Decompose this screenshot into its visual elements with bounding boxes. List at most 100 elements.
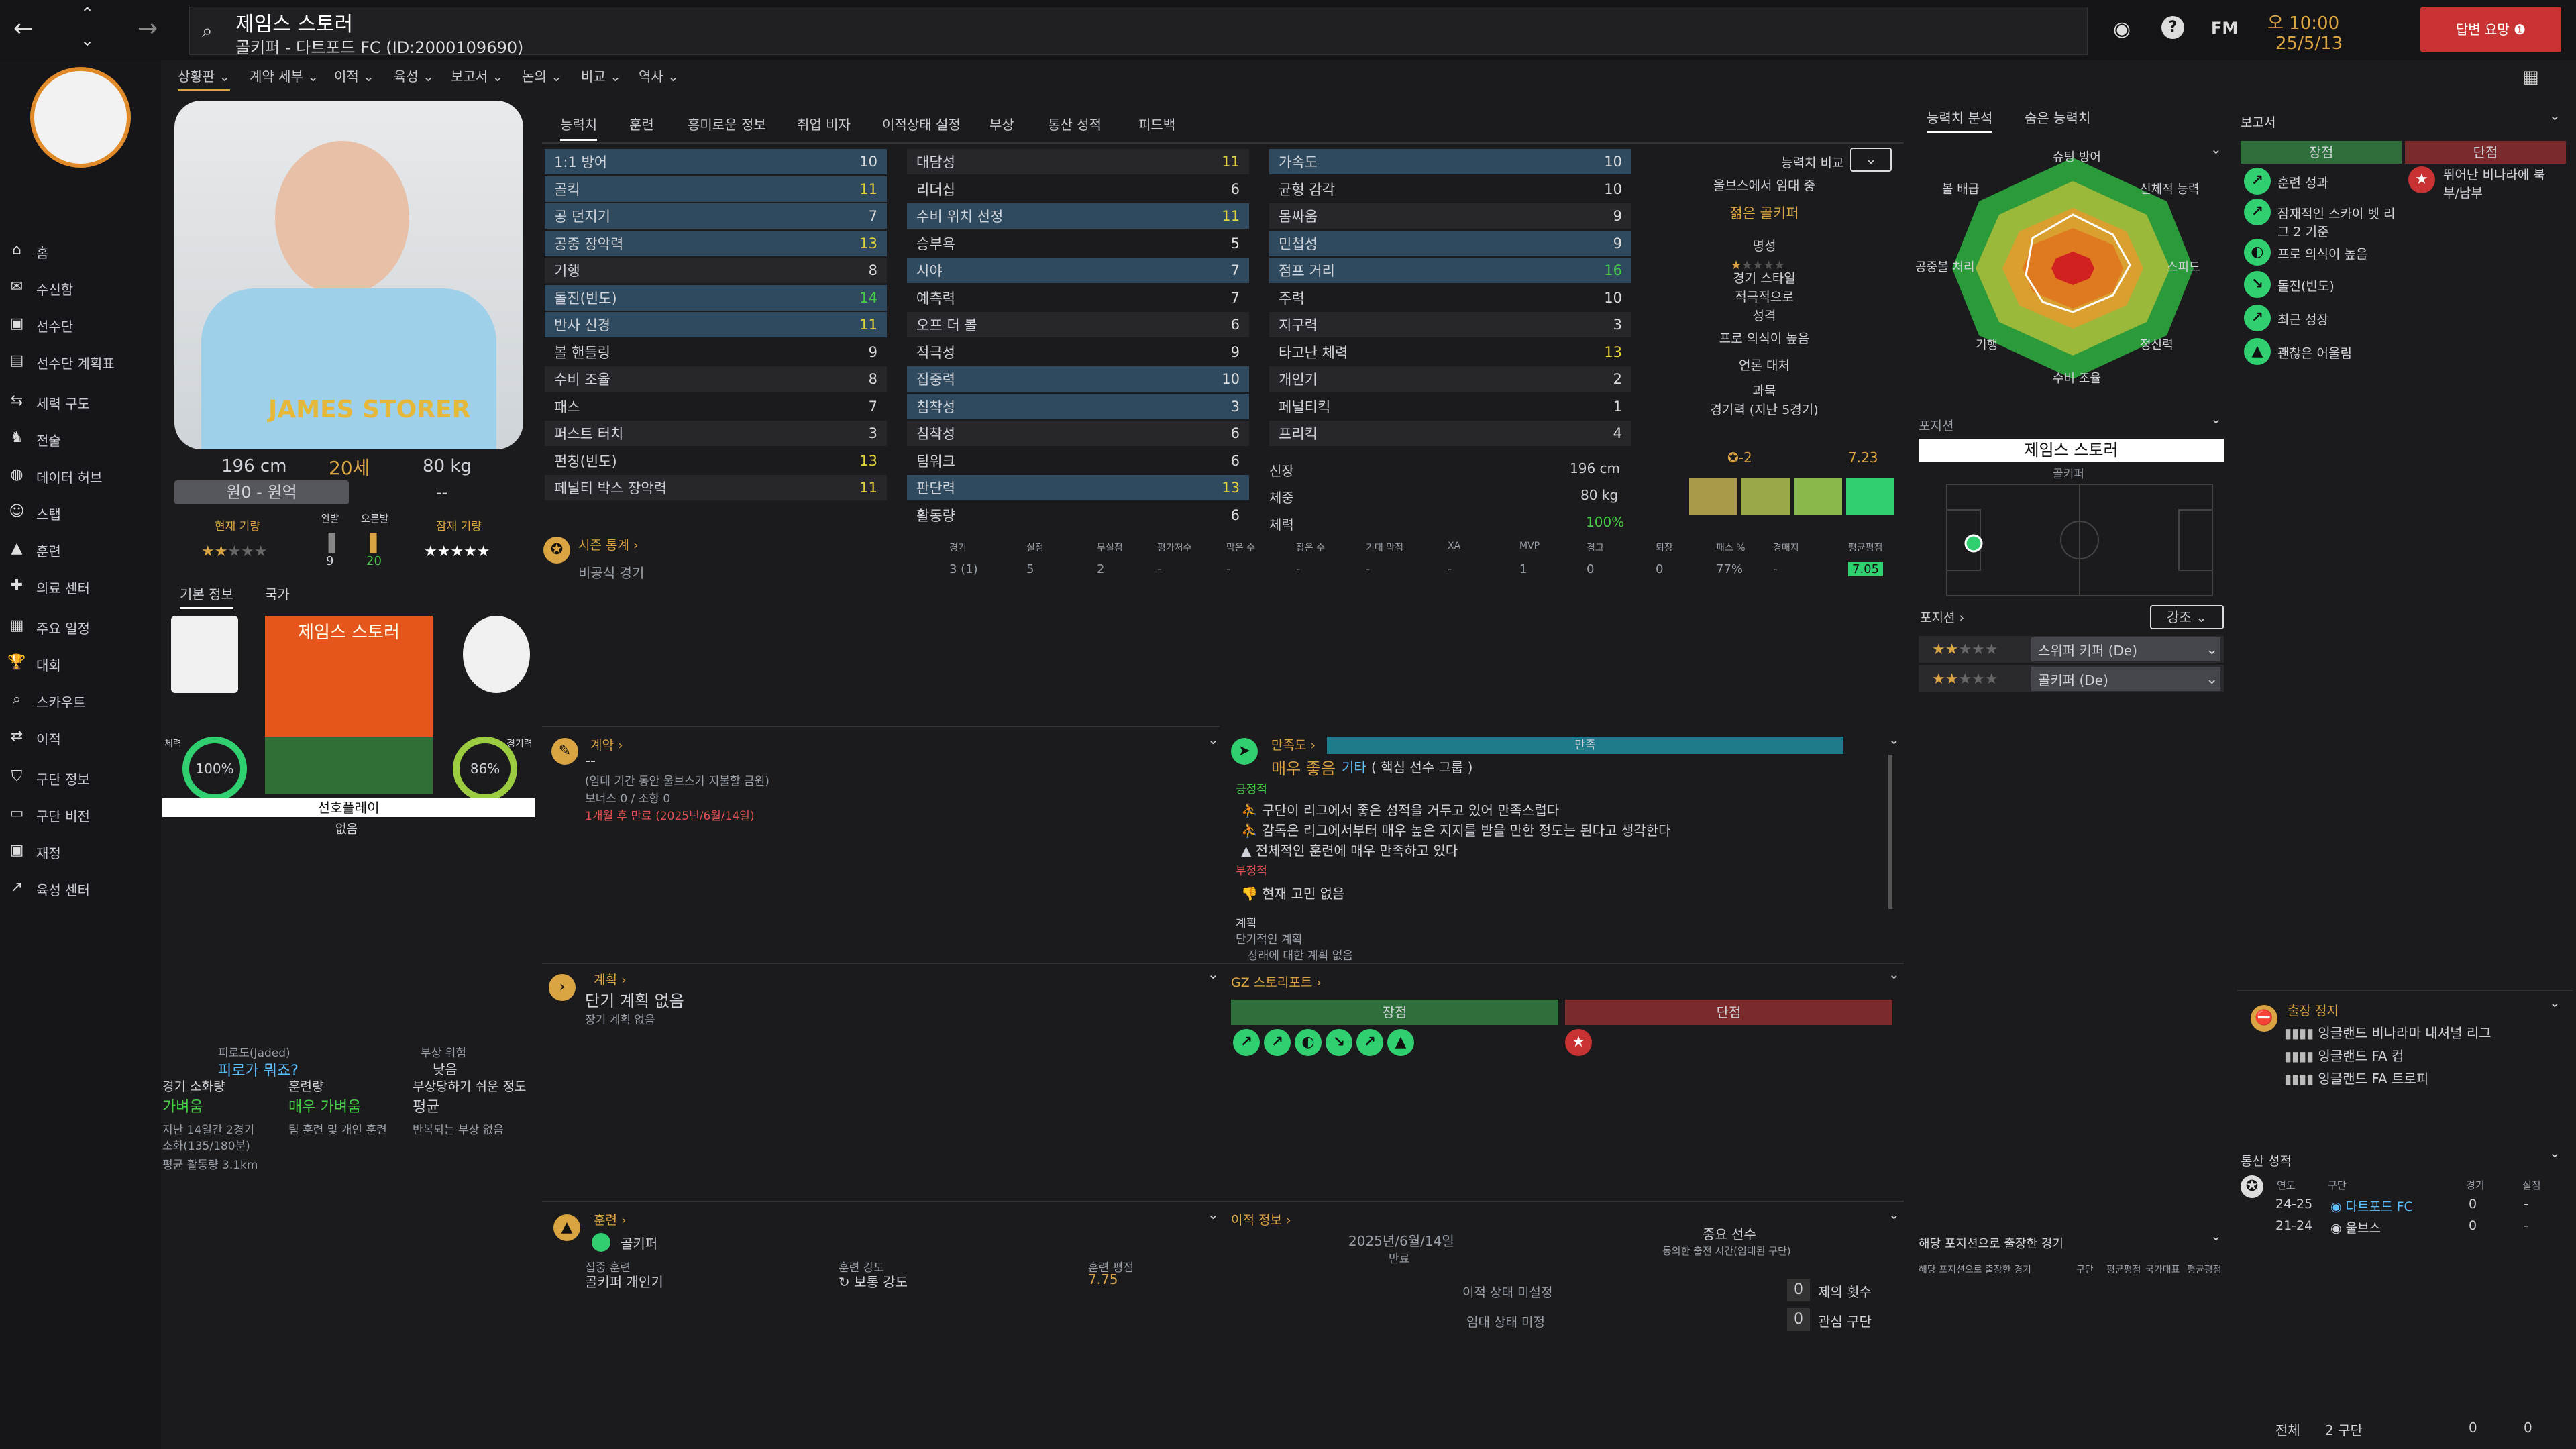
contract-dropdown-icon[interactable]: ⌄ xyxy=(1208,731,1219,747)
attr-row-attrs3-7[interactable]: 타고난 체력 13 xyxy=(1269,339,1631,365)
attr-row-attrs2-9[interactable]: 침착성 3 xyxy=(907,393,1249,419)
transfer-dropdown-icon[interactable]: ⌄ xyxy=(1888,1206,1900,1222)
attr-tab-1[interactable]: 훈련 xyxy=(629,117,654,133)
attr-row-attrs1-3[interactable]: 공중 장악력 13 xyxy=(545,230,887,256)
attr-row-attrs2-0[interactable]: 대담성 11 xyxy=(907,149,1249,174)
sidebar-item-7[interactable]: ☺ 스탭 xyxy=(7,496,61,530)
attr-row-attrs2-11[interactable]: 팀워크 6 xyxy=(907,448,1249,474)
career-club-0[interactable]: ◉ 다트포드 FC xyxy=(2330,1199,2413,1214)
attr-row-attrs1-8[interactable]: 수비 조율 8 xyxy=(545,366,887,392)
continue-button[interactable]: 답변 요망 ❶ xyxy=(2420,7,2561,52)
attr-row-attrs2-6[interactable]: 오프 더 볼 6 xyxy=(907,312,1249,337)
sidebar-item-8[interactable]: ▲ 훈련 xyxy=(7,533,61,567)
attr-row-attrs3-1[interactable]: 균형 감각 10 xyxy=(1269,176,1631,202)
attr-row-attrs3-5[interactable]: 주력 10 xyxy=(1269,285,1631,311)
sidebar-item-12[interactable]: ⌕ 스카우트 xyxy=(7,684,86,718)
sidebar-item-10[interactable]: ▦ 주요 일정 xyxy=(7,610,90,644)
attr-row-attrs3-9[interactable]: 페널티킥 1 xyxy=(1269,394,1631,419)
attr-row-attrs2-1[interactable]: 리더십 6 xyxy=(907,176,1249,202)
search-bar[interactable]: ⌕ 제임스 스토러 골키퍼 - 다트포드 FC (ID:2000109690) xyxy=(189,7,2088,57)
attr-row-attrs1-2[interactable]: 공 던지기 7 xyxy=(545,203,887,229)
attr-row-attrs2-10[interactable]: 침착성 6 xyxy=(907,421,1249,446)
sidebar-item-14[interactable]: ⛉ 구단 정보 xyxy=(7,761,90,795)
contract-title[interactable]: 계약 › xyxy=(590,738,623,753)
training-title[interactable]: 훈련 › xyxy=(594,1213,627,1228)
globe-icon[interactable]: ◉ xyxy=(2113,17,2131,41)
menu-1[interactable]: 계약 세부 ⌄ xyxy=(250,68,319,85)
attr-row-attrs1-5[interactable]: 돌진(빈도) 14 xyxy=(545,284,887,311)
sidebar-item-9[interactable]: ✚ 의료 센터 xyxy=(7,570,90,604)
season-title[interactable]: 시즌 통계 › xyxy=(578,538,639,553)
tab-nation[interactable]: 국가 xyxy=(265,586,290,602)
menu-7[interactable]: 역사 ⌄ xyxy=(639,68,679,85)
transfer-title[interactable]: 이적 정보 › xyxy=(1231,1213,1291,1228)
attr-tab-7[interactable]: 피드백 xyxy=(1138,117,1176,133)
attr-row-attrs3-8[interactable]: 개인기 2 xyxy=(1269,366,1631,392)
menu-0[interactable]: 상황판 ⌄ xyxy=(178,66,231,91)
sidebar-item-2[interactable]: ▣ 선수단 xyxy=(7,309,74,342)
roles-title[interactable]: 포지션 › xyxy=(1920,610,1965,625)
attr-tab-4[interactable]: 이적상태 설정 xyxy=(882,117,961,133)
attr-tab-5[interactable]: 부상 xyxy=(989,117,1014,133)
sidebar-item-13[interactable]: ⇄ 이적 xyxy=(7,721,61,755)
fm-logo[interactable]: FM xyxy=(2211,19,2239,38)
sidebar-item-0[interactable]: ⌂ 홈 xyxy=(7,235,48,268)
attr-row-attrs3-3[interactable]: 민첩성 9 xyxy=(1269,230,1631,256)
attr-row-attrs1-10[interactable]: 퍼스트 터치 3 xyxy=(545,421,887,446)
tab-attribute-analysis[interactable]: 능력치 분석 xyxy=(1927,107,1993,133)
attr-row-attrs3-0[interactable]: 가속도 10 xyxy=(1269,149,1631,174)
attr-row-attrs2-3[interactable]: 승부욕 5 xyxy=(907,231,1249,256)
attr-row-attrs2-8[interactable]: 집중력 10 xyxy=(907,366,1249,392)
career-club-1[interactable]: ◉ 울브스 xyxy=(2330,1221,2381,1236)
menu-5[interactable]: 논의 ⌄ xyxy=(522,68,562,85)
training-dropdown-icon[interactable]: ⌄ xyxy=(1208,1206,1219,1222)
sidebar-item-17[interactable]: ↗ 육성 센터 xyxy=(7,872,90,906)
happiness-scrollbar[interactable] xyxy=(1888,755,1892,909)
forward-icon[interactable]: → xyxy=(138,15,158,42)
sidebar-item-15[interactable]: ▭ 구단 비전 xyxy=(7,798,90,832)
up-icon[interactable]: ⌃ xyxy=(80,4,95,23)
attr-row-attrs1-0[interactable]: 1:1 방어 10 xyxy=(545,149,887,174)
happiness-title[interactable]: 만족도 › xyxy=(1271,738,1316,753)
sidebar-item-16[interactable]: ▣ 재정 xyxy=(7,835,61,869)
report-dropdown-icon[interactable]: ⌄ xyxy=(2549,107,2561,123)
menu-4[interactable]: 보고서 ⌄ xyxy=(451,68,504,85)
posmatch-dropdown-icon[interactable]: ⌄ xyxy=(2210,1228,2222,1244)
role-1-select[interactable]: 스위퍼 키퍼 (De) xyxy=(2031,637,2220,661)
sidebar-item-4[interactable]: ⇆ 세력 구도 xyxy=(7,386,90,419)
career-dropdown-icon[interactable]: ⌄ xyxy=(2549,1144,2561,1161)
club-logo[interactable] xyxy=(30,67,131,168)
plan-dropdown-icon[interactable]: ⌄ xyxy=(1208,966,1219,982)
analysis-dropdown-icon[interactable]: ⌄ xyxy=(2210,141,2222,157)
attr-row-attrs3-2[interactable]: 몸싸움 9 xyxy=(1269,203,1631,229)
scout-dropdown-icon[interactable]: ⌄ xyxy=(1888,966,1900,982)
sidebar-item-6[interactable]: ◍ 데이터 허브 xyxy=(7,460,102,493)
role-row-2[interactable]: ★★★★★ 골키퍼 (De) ⌄ xyxy=(1919,665,2224,692)
attr-row-attrs1-6[interactable]: 반사 신경 11 xyxy=(545,312,887,337)
highlight-dropdown[interactable]: 강조 ⌄ xyxy=(2150,605,2224,629)
back-icon[interactable]: ← xyxy=(13,15,34,42)
ban-dropdown-icon[interactable]: ⌄ xyxy=(2549,994,2561,1010)
attr-tab-6[interactable]: 통산 성적 xyxy=(1048,117,1102,133)
scout-title[interactable]: GZ 스토리포트 › xyxy=(1231,975,1322,990)
compare-dropdown[interactable]: ⌄ xyxy=(1850,148,1892,172)
attr-row-attrs1-4[interactable]: 기행 8 xyxy=(545,258,887,283)
help-icon[interactable]: ? xyxy=(2161,16,2184,39)
attr-row-attrs1-7[interactable]: 볼 핸들링 9 xyxy=(545,339,887,365)
attr-row-attrs1-1[interactable]: 골킥 11 xyxy=(545,176,887,202)
attr-tab-3[interactable]: 취업 비자 xyxy=(797,117,851,133)
happiness-dropdown-icon[interactable]: ⌄ xyxy=(1888,731,1900,747)
plan-title[interactable]: 계획 › xyxy=(594,973,627,987)
attr-row-attrs2-4[interactable]: 시야 7 xyxy=(907,258,1249,283)
attr-row-attrs3-10[interactable]: 프리킥 4 xyxy=(1269,421,1631,446)
sidebar-item-3[interactable]: ▤ 선수단 계획표 xyxy=(7,345,115,379)
sidebar-item-5[interactable]: ♞ 전술 xyxy=(7,423,61,456)
sidebar-item-11[interactable]: 🏆 대회 xyxy=(7,647,61,681)
down-icon[interactable]: ⌄ xyxy=(80,31,95,50)
attr-row-attrs1-11[interactable]: 펀칭(빈도) 13 xyxy=(545,448,887,474)
attr-row-attrs1-9[interactable]: 패스 7 xyxy=(545,394,887,419)
attr-row-attrs2-7[interactable]: 적극성 9 xyxy=(907,339,1249,365)
menu-3[interactable]: 육성 ⌄ xyxy=(394,68,434,85)
attr-row-attrs3-6[interactable]: 지구력 3 xyxy=(1269,312,1631,337)
tab-basic-info[interactable]: 기본 정보 xyxy=(180,584,233,609)
